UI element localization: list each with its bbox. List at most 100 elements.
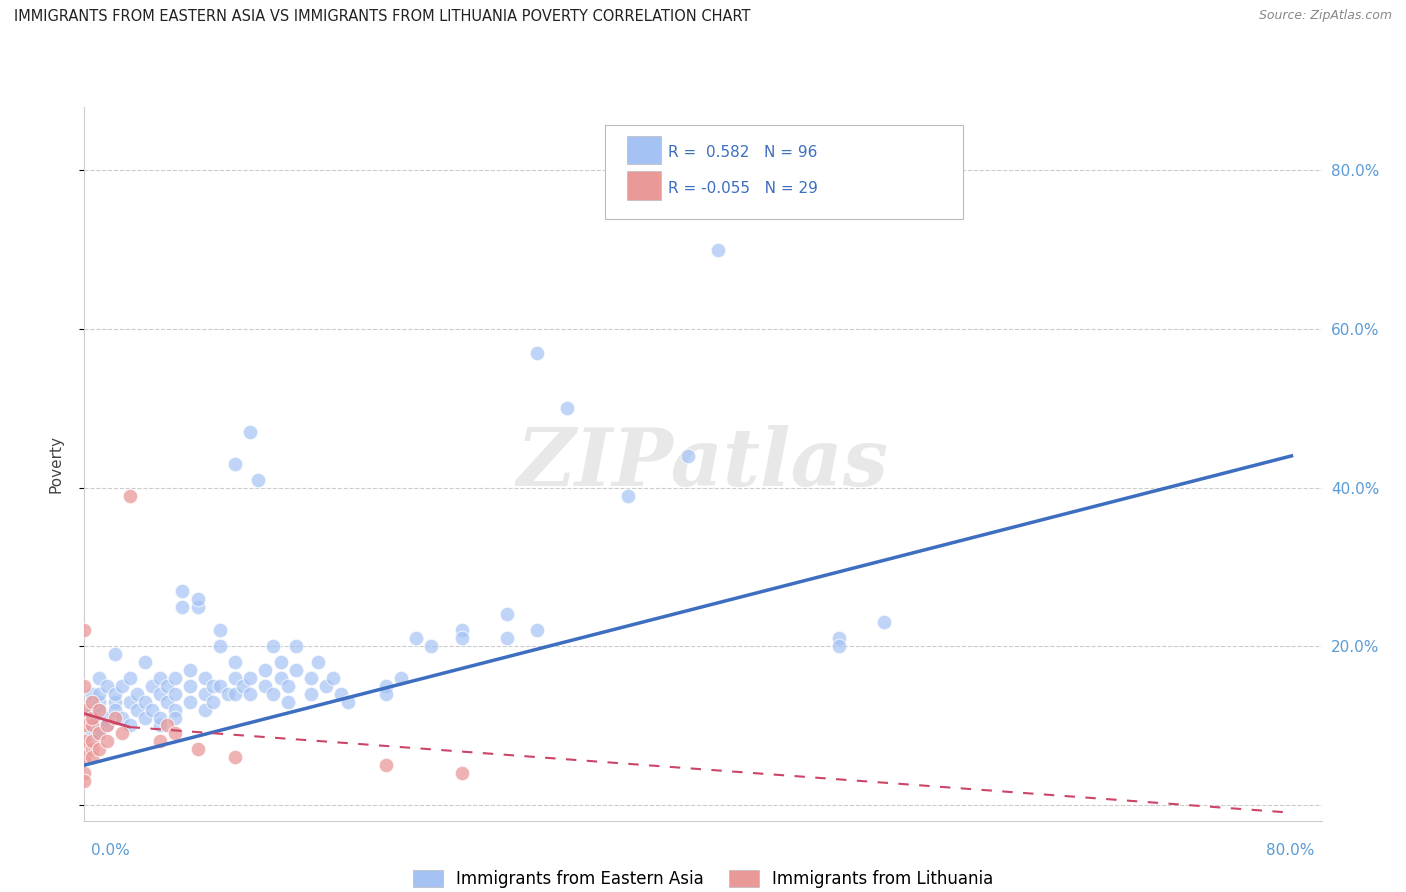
Point	[89, 687, 111, 701]
Point	[707, 243, 730, 257]
Point	[209, 639, 232, 653]
Point	[495, 607, 517, 622]
Point	[179, 663, 201, 677]
Point	[828, 632, 851, 646]
Point	[420, 639, 443, 653]
Point	[96, 718, 118, 732]
Point	[103, 687, 125, 701]
Point	[80, 742, 103, 756]
Text: R = -0.055   N = 29: R = -0.055 N = 29	[668, 181, 818, 196]
Point	[224, 457, 246, 471]
Point	[134, 655, 156, 669]
Point	[526, 346, 548, 360]
Point	[80, 687, 103, 701]
Point	[217, 687, 239, 701]
Point	[201, 695, 224, 709]
Point	[262, 639, 284, 653]
Point	[118, 695, 141, 709]
Point	[89, 695, 111, 709]
Point	[89, 703, 111, 717]
Point	[127, 703, 149, 717]
Point	[96, 679, 118, 693]
Point	[277, 695, 299, 709]
Point	[284, 663, 307, 677]
Point	[73, 750, 96, 764]
Point	[134, 710, 156, 724]
Point	[80, 750, 103, 764]
Text: R =  0.582   N = 96: R = 0.582 N = 96	[668, 145, 817, 161]
Text: 0.0%: 0.0%	[91, 843, 131, 858]
Point	[246, 473, 269, 487]
Point	[80, 734, 103, 748]
Point	[73, 703, 96, 717]
Point	[389, 671, 412, 685]
Point	[89, 718, 111, 732]
Text: ZIPatlas: ZIPatlas	[517, 425, 889, 502]
Point	[270, 655, 292, 669]
Point	[163, 726, 186, 740]
Point	[375, 679, 398, 693]
Point	[254, 663, 277, 677]
Text: 80.0%: 80.0%	[1267, 843, 1315, 858]
Point	[526, 624, 548, 638]
Point	[201, 679, 224, 693]
Point	[111, 726, 134, 740]
Point	[375, 687, 398, 701]
Point	[277, 679, 299, 693]
Point	[209, 624, 232, 638]
Point	[149, 671, 172, 685]
Point	[375, 758, 398, 772]
Point	[172, 599, 194, 614]
Point	[89, 703, 111, 717]
Point	[134, 695, 156, 709]
Point	[73, 766, 96, 780]
Point	[80, 710, 103, 724]
Text: IMMIGRANTS FROM EASTERN ASIA VS IMMIGRANTS FROM LITHUANIA POVERTY CORRELATION CH: IMMIGRANTS FROM EASTERN ASIA VS IMMIGRAN…	[14, 9, 751, 24]
Point	[96, 734, 118, 748]
Point	[149, 710, 172, 724]
Point	[73, 774, 96, 789]
Point	[96, 718, 118, 732]
Point	[163, 687, 186, 701]
Point	[89, 742, 111, 756]
Point	[307, 655, 329, 669]
Point	[224, 687, 246, 701]
Point	[89, 726, 111, 740]
Point	[239, 687, 262, 701]
Point	[299, 687, 322, 701]
Y-axis label: Poverty: Poverty	[49, 434, 63, 493]
Text: Source: ZipAtlas.com: Source: ZipAtlas.com	[1258, 9, 1392, 22]
Point	[80, 710, 103, 724]
Point	[179, 679, 201, 693]
Point	[315, 679, 337, 693]
Point	[262, 687, 284, 701]
Point	[239, 671, 262, 685]
Point	[149, 687, 172, 701]
Point	[80, 726, 103, 740]
Legend: Immigrants from Eastern Asia, Immigrants from Lithuania: Immigrants from Eastern Asia, Immigrants…	[406, 863, 1000, 892]
Point	[163, 703, 186, 717]
Point	[103, 710, 125, 724]
Point	[194, 671, 217, 685]
Point	[73, 624, 96, 638]
Point	[555, 401, 578, 416]
Point	[450, 624, 472, 638]
Point	[149, 734, 172, 748]
Point	[209, 679, 232, 693]
Point	[186, 742, 208, 756]
Point	[89, 671, 111, 685]
Point	[103, 703, 125, 717]
Point	[194, 703, 217, 717]
Point	[156, 718, 179, 732]
Point	[270, 671, 292, 685]
Point	[676, 449, 699, 463]
Point	[186, 591, 208, 606]
Point	[141, 703, 163, 717]
Point	[194, 687, 217, 701]
Point	[172, 583, 194, 598]
Point	[141, 679, 163, 693]
Point	[239, 425, 262, 439]
Point	[232, 679, 254, 693]
Point	[450, 632, 472, 646]
Point	[163, 671, 186, 685]
